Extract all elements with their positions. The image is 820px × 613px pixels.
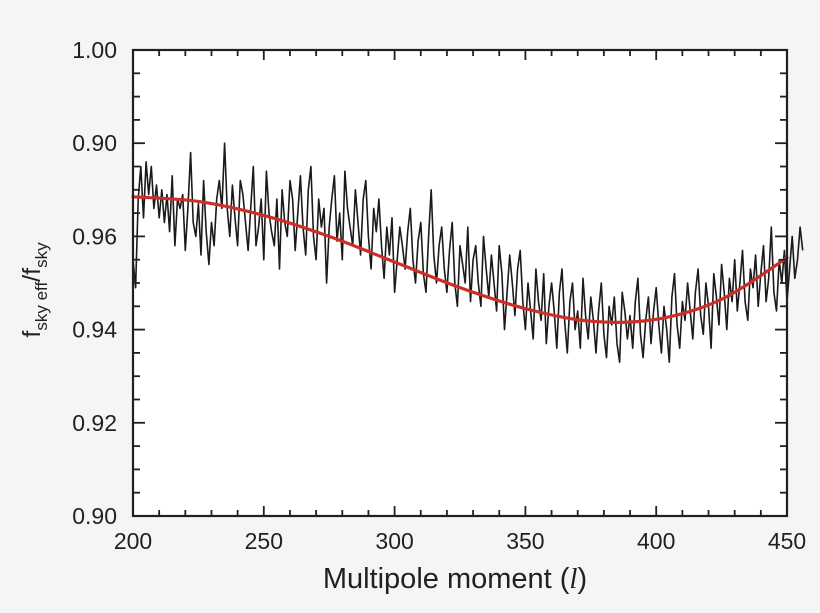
x-axis-title: Multipole moment (l)	[323, 563, 587, 595]
plot-frame	[131, 48, 789, 518]
y-tick-label: 0.94	[72, 317, 117, 343]
series-layer	[131, 142, 804, 364]
plot-area	[133, 50, 787, 516]
y-tick-label: 0.90	[72, 503, 117, 529]
y-tick-label: 1.00	[72, 37, 117, 63]
x-tick-label: 300	[375, 528, 413, 554]
fit-curve	[131, 195, 789, 324]
x-tick-label: 450	[768, 528, 806, 554]
y-tick-label: 0.90	[72, 130, 117, 156]
x-tick-label: 350	[506, 528, 544, 554]
y-tick-label: 0.96	[72, 223, 117, 249]
x-tick-label: 400	[637, 528, 675, 554]
data-line	[132, 142, 804, 364]
y-axis-title: fsky eff/fsky	[18, 242, 51, 338]
x-tick-labels: 200 250 300 350 400 450	[114, 528, 806, 554]
x-tick-label: 200	[114, 528, 152, 554]
x-tick-label: 250	[245, 528, 283, 554]
y-tick-labels: 1.00 0.90 0.96 0.94 0.92 0.90	[72, 37, 117, 529]
y-tick-label: 0.92	[72, 410, 117, 436]
